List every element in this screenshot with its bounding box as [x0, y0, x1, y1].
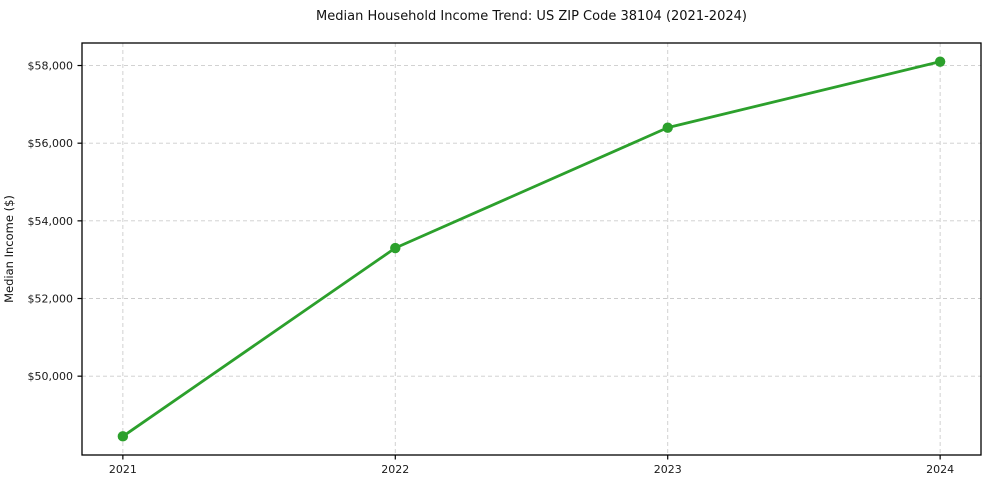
y-tick-label: $52,000 [28, 293, 74, 306]
y-tick-label: $50,000 [28, 370, 74, 383]
y-tick-label: $56,000 [28, 137, 74, 150]
data-point [117, 431, 129, 442]
data-point [934, 56, 946, 67]
chart-title: Median Household Income Trend: US ZIP Co… [316, 9, 747, 24]
data-point [662, 122, 673, 133]
trend-line [121, 60, 942, 438]
x-tick-label: 2024 [926, 463, 954, 476]
data-point [390, 242, 401, 254]
plot-border [81, 42, 982, 456]
x-tick-label: 2023 [654, 463, 682, 476]
y-tick-label: $54,000 [28, 215, 74, 228]
x-tick-label: 2022 [381, 463, 409, 476]
x-tick-label: 2021 [109, 463, 137, 476]
y-tick-label: $58,000 [28, 60, 74, 73]
